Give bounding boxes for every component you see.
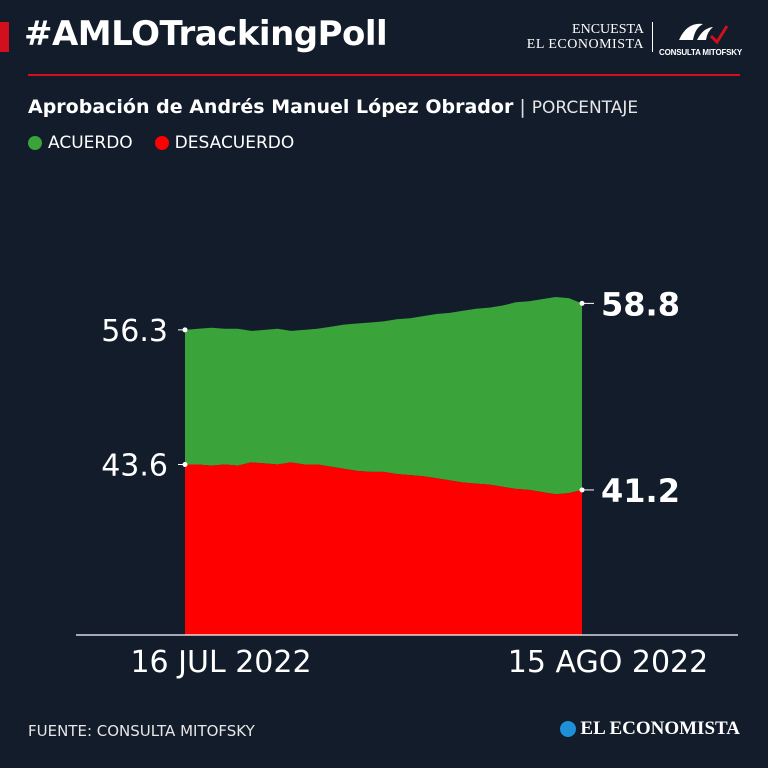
brand-block: ENCUESTA EL ECONOMISTA CONSULTA MITOFSKY bbox=[527, 14, 742, 60]
hashtag-title: #AMLOTrackingPoll bbox=[24, 14, 388, 54]
legend-label-acuerdo: ACUERDO bbox=[48, 133, 133, 153]
chart-subtitle: Aprobación de Andrés Manuel López Obrado… bbox=[28, 96, 638, 118]
brand-line2: EL ECONOMISTA bbox=[526, 37, 645, 52]
subtitle-separator: | bbox=[519, 96, 526, 118]
end-label-acuerdo: 58.8 bbox=[601, 285, 680, 323]
header-rule bbox=[28, 74, 740, 76]
x-label-start: 16 JUL 2022 bbox=[130, 645, 311, 680]
brand-line1: ENCUESTA bbox=[572, 22, 645, 37]
brand-text: ENCUESTA EL ECONOMISTA bbox=[526, 22, 654, 52]
header-accent-bar bbox=[0, 22, 9, 52]
subtitle-unit: PORCENTAJE bbox=[531, 98, 639, 118]
x-label-end: 15 AGO 2022 bbox=[508, 645, 708, 680]
legend-dot-acuerdo bbox=[28, 136, 42, 150]
mitofsky-logo-caption: CONSULTA MITOFSKY bbox=[659, 47, 742, 57]
start-label-acuerdo: 56.3 bbox=[101, 314, 168, 349]
legend-item-acuerdo: ACUERDO bbox=[28, 133, 133, 153]
footer-logo: EL ECONOMISTA bbox=[560, 718, 740, 740]
start-label-desacuerdo: 43.6 bbox=[101, 449, 168, 484]
legend-item-desacuerdo: DESACUERDO bbox=[154, 133, 295, 153]
el-economista-logo-icon bbox=[560, 721, 577, 737]
legend-dot-desacuerdo bbox=[154, 136, 169, 150]
mitofsky-logo: CONSULTA MITOFSKY bbox=[653, 18, 742, 57]
end-label-desacuerdo: 41.2 bbox=[601, 472, 680, 510]
mitofsky-logo-icon bbox=[678, 23, 728, 44]
series-area-desacuerdo bbox=[185, 462, 582, 635]
legend-label-desacuerdo: DESACUERDO bbox=[174, 133, 295, 153]
footer-source: FUENTE: CONSULTA MITOFSKY bbox=[28, 722, 255, 740]
series-area-acuerdo bbox=[185, 297, 582, 495]
footer-logo-text: EL ECONOMISTA bbox=[580, 718, 740, 739]
subtitle-main: Aprobación de Andrés Manuel López Obrado… bbox=[28, 96, 514, 118]
legend: ACUERDO DESACUERDO bbox=[28, 133, 316, 153]
